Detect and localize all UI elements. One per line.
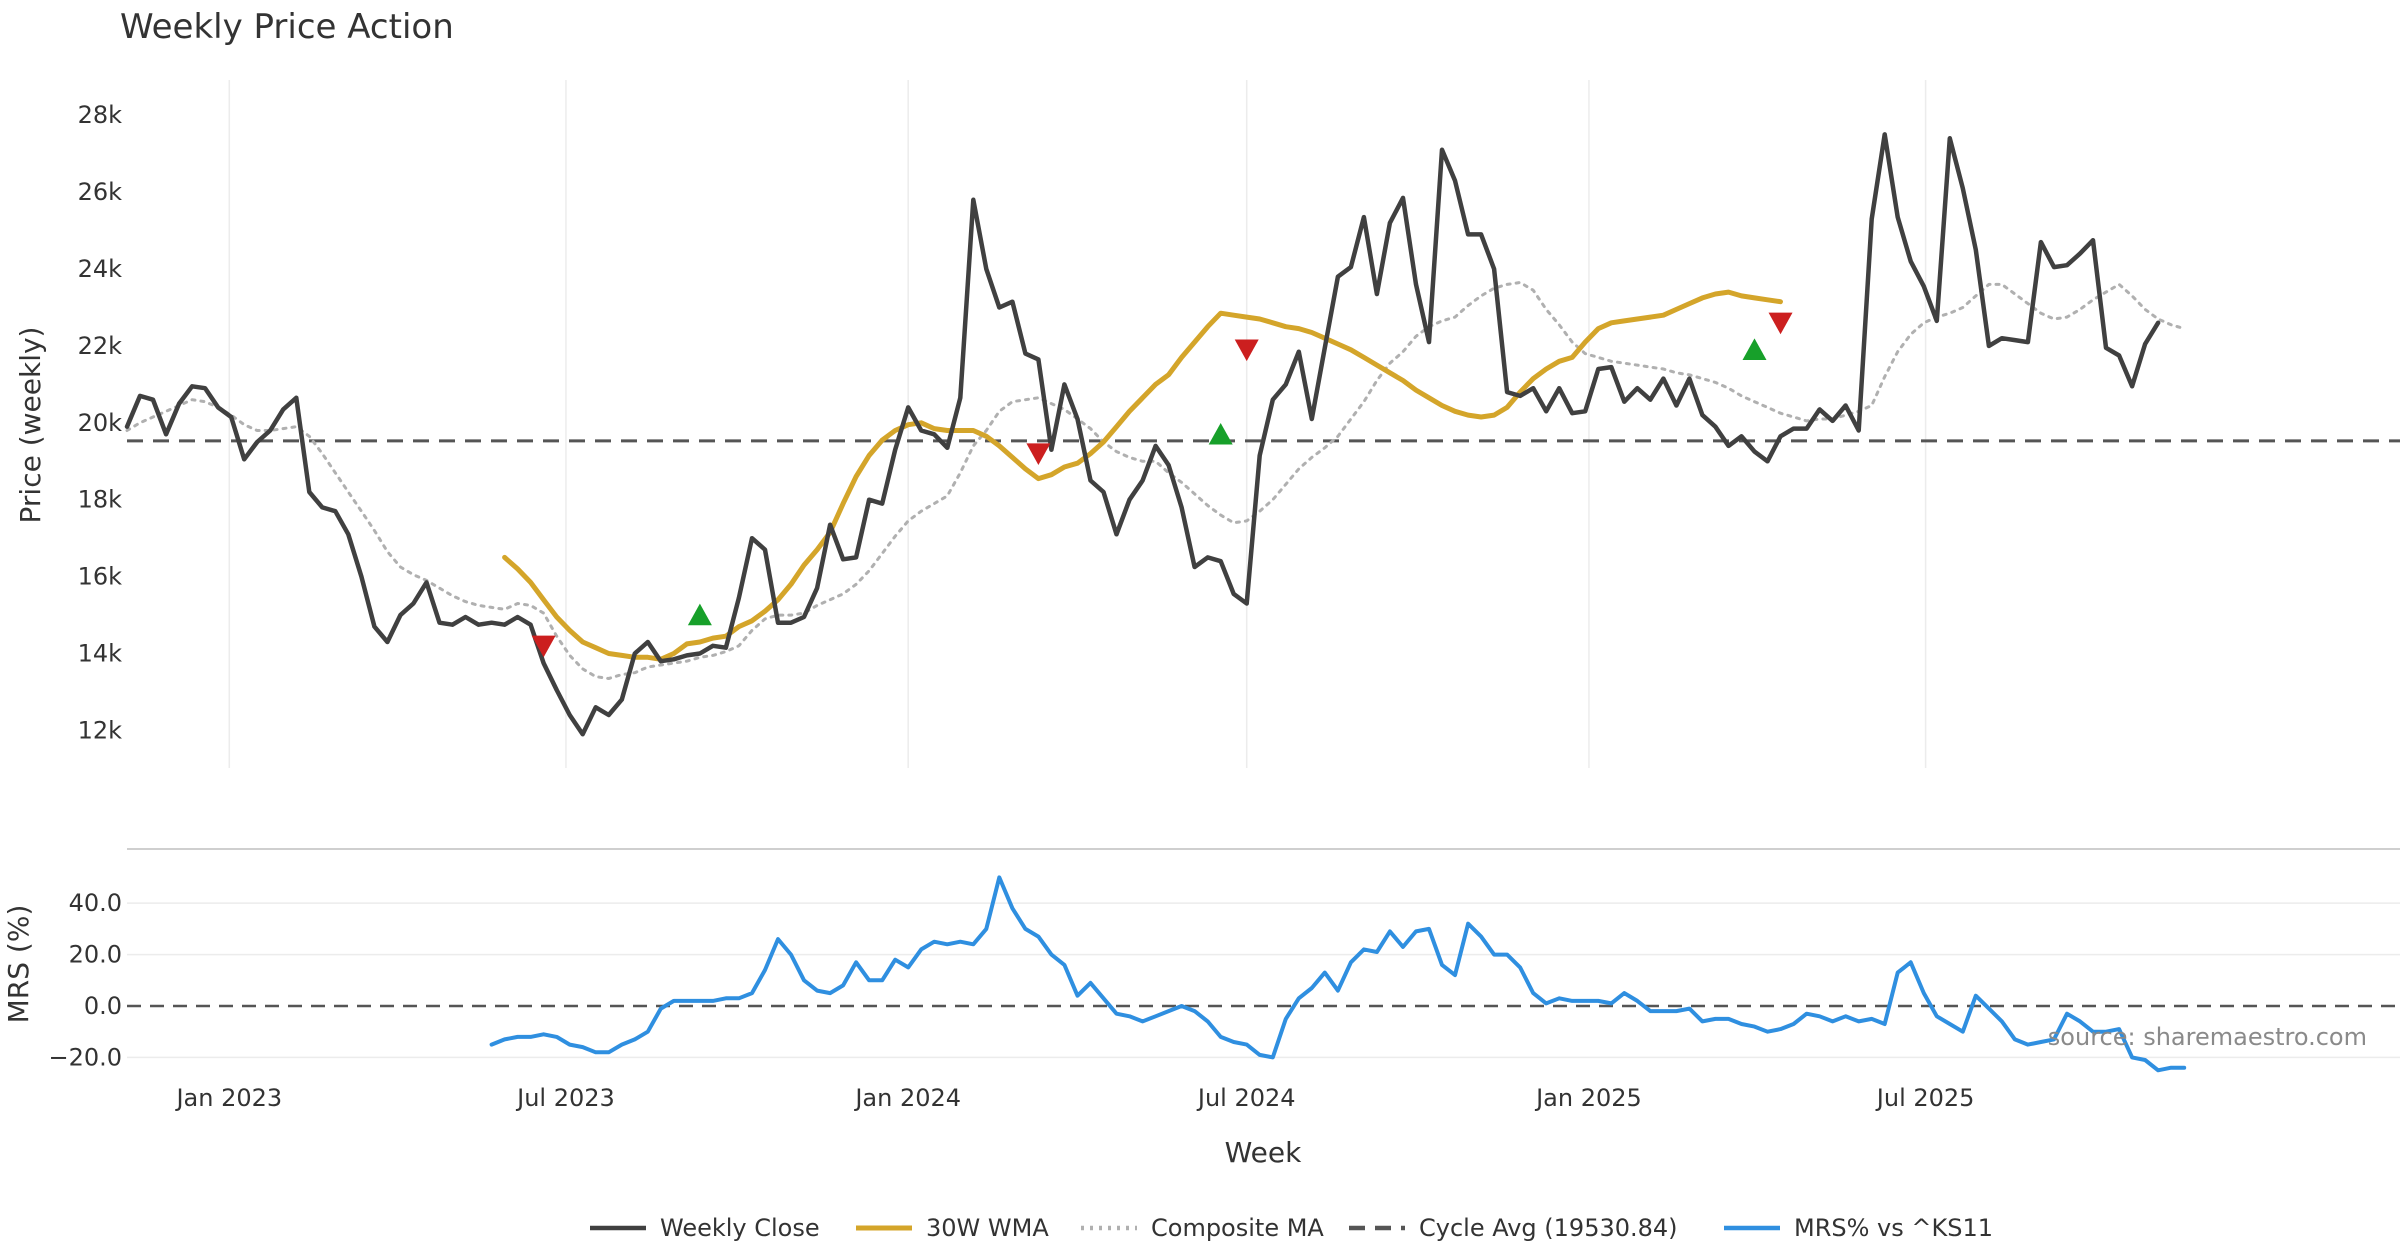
price-panel: 12k 14k 16k 18k 20k 22k 24k 26k 28k Price (weekl…: [14, 80, 2400, 768]
mrs-line: [489, 875, 2187, 1073]
composite-ma-line: [125, 281, 2186, 680]
legend-label: Weekly Close: [660, 1214, 820, 1242]
sell-signal-marker: [531, 635, 556, 658]
chart-title: Weekly Price Action: [120, 7, 454, 47]
price-y-tick-label: 24k: [78, 255, 123, 283]
x-tick-label: Jul 2023: [515, 1084, 615, 1112]
mrs-panel: −20.0 0.0 20.0 40.0 MRS (%): [2, 875, 2400, 1073]
price-y-tick-label: 28k: [78, 101, 123, 129]
source-credit: source: sharemaestro.com: [2048, 1023, 2367, 1051]
weekly-close-line: [124, 132, 2161, 737]
price-y-tick-labels: 12k 14k 16k 18k 20k 22k 24k 26k 28k: [78, 101, 123, 744]
mrs-y-axis-label: MRS (%): [2, 905, 35, 1024]
mrs-y-tick-label: 40.0: [69, 889, 122, 917]
legend-label: Cycle Avg (19530.84): [1419, 1214, 1678, 1242]
price-y-tick-label: 12k: [78, 716, 123, 744]
mrs-y-tick-label: 20.0: [69, 941, 122, 969]
price-y-tick-label: 14k: [78, 640, 123, 668]
buy-signal-marker: [1742, 338, 1767, 360]
x-tick-labels: Jan 2023 Jul 2023 Jan 2024 Jul 2024 Jan 2025…: [174, 1084, 1974, 1112]
mrs-y-tick-label: −20.0: [48, 1043, 122, 1071]
x-tick-label: Jul 2025: [1875, 1084, 1975, 1112]
chart-legend: Weekly Close 30W WMA Composite MA Cycle Avg…: [590, 1214, 1993, 1242]
price-y-tick-label: 22k: [78, 332, 123, 360]
x-tick-label: Jul 2024: [1196, 1084, 1296, 1112]
x-tick-label: Jan 2023: [174, 1084, 282, 1112]
mrs-y-tick-label: 0.0: [84, 992, 122, 1020]
legend-label: 30W WMA: [926, 1214, 1049, 1242]
price-y-tick-label: 16k: [78, 563, 123, 591]
price-y-tick-label: 20k: [78, 409, 123, 437]
price-y-tick-label: 26k: [78, 178, 123, 206]
x-tick-label: Jan 2025: [1534, 1084, 1642, 1112]
buy-signal-marker: [1208, 422, 1233, 445]
mrs-series-group: [489, 875, 2187, 1073]
price-series-group: [124, 132, 2400, 737]
wma-30w-line: [502, 289, 1783, 662]
buy-signal-marker: [687, 603, 712, 626]
signal-markers: [531, 312, 1793, 658]
sell-signal-marker: [1768, 312, 1793, 335]
x-tick-label: Jan 2024: [853, 1084, 961, 1112]
sell-signal-marker: [1234, 339, 1259, 362]
legend-label: MRS% vs ^KS11: [1794, 1214, 1993, 1242]
mrs-y-tick-labels: −20.0 0.0 20.0 40.0: [48, 889, 122, 1071]
price-y-axis-label: Price (weekly): [14, 327, 47, 524]
legend-label: Composite MA: [1151, 1214, 1324, 1242]
sell-signal-marker: [1026, 443, 1051, 465]
price-y-tick-label: 18k: [78, 486, 123, 514]
x-axis-label: Week: [1225, 1136, 1302, 1169]
